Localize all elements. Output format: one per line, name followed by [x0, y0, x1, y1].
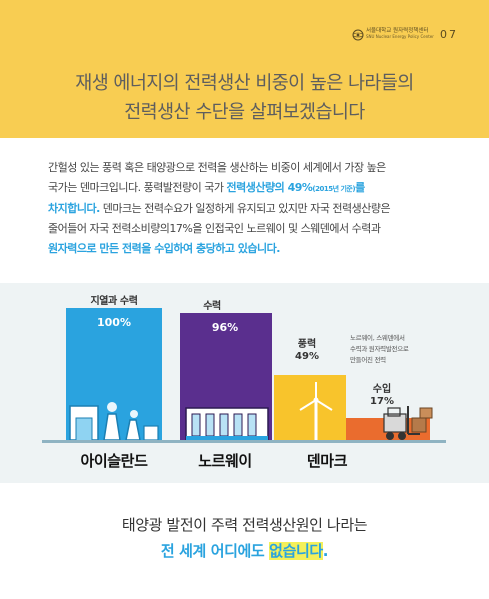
footer-statement: 태양광 발전이 주력 전력생산원인 나라는 전 세계 어디에도 없습니다. — [0, 512, 489, 564]
paragraph-line-4: 줄어들어 자국 전력소비량의17%을 인접국인 노르웨이 및 스웨덴에서 수력과 — [48, 222, 381, 235]
country-label-denmark: 덴마크 — [306, 452, 348, 470]
geothermal-plant-icon — [69, 402, 159, 441]
nuclear-center-logo-icon — [352, 29, 364, 41]
paragraph-line-2: 국가는 덴마크입니다. 풍력발전량이 국가 전력생산량의 49%(2015년 기… — [48, 178, 468, 199]
paragraph-line-1: 간헐성 있는 풍력 혹은 태양광으로 전력을 생산하는 비중이 세계에서 가장 … — [48, 161, 386, 174]
center-name-ko: 서울대학교 원자력정책센터 — [366, 28, 429, 34]
bar-source-label-iceland: 지열과 수력 — [90, 296, 138, 307]
country-label-norway: 노르웨이 — [198, 452, 252, 470]
bar-source-label-norway: 수력 — [203, 301, 221, 312]
year-note: (2015년 기준) — [312, 185, 356, 193]
wind-turbine-icon — [299, 382, 333, 442]
paragraph-line-3: 차지합니다. 덴마크는 전력수요가 일정하게 유지되고 있지만 자국 전력생산량… — [48, 199, 468, 219]
footer-highlight: 없습니다 — [269, 542, 323, 560]
title-line-1: 재생 에너지의 전력생산 비중이 높은 나라들의 — [75, 73, 414, 94]
footer-text: 전 세계 어디에도 — [160, 542, 270, 560]
highlight-49-percent: 전력생산량의 49% — [226, 181, 313, 194]
footer-line-2: 전 세계 어디에도 없습니다. — [0, 538, 489, 564]
center-name-en: SNU Nuclear Energy Policy Center — [366, 34, 434, 39]
paragraph-text: 덴마크는 전력수요가 일정하게 유지되고 있지만 자국 전력생산량은 — [99, 202, 391, 215]
bar-value-iceland: 100% — [97, 316, 131, 329]
ground-line — [42, 440, 446, 443]
hydro-dam-icon — [185, 407, 269, 442]
paragraph-text: 국가는 덴마크입니다. 풍력발전량이 국가 — [48, 181, 227, 194]
footer-period: . — [322, 542, 329, 560]
center-name: 서울대학교 원자력정책센터 SNU Nuclear Energy Policy … — [366, 28, 434, 40]
intro-paragraph: 간헐성 있는 풍력 혹은 태양광으로 전력을 생산하는 비중이 세계에서 가장 … — [48, 158, 468, 259]
page-number: 07 — [440, 28, 458, 41]
forklift-icon — [383, 406, 433, 440]
bar-value-denmark-wind: 49% — [295, 351, 319, 362]
paragraph-line-5: 원자력으로 만든 전력을 수입하여 충당하고 있습니다. — [48, 242, 280, 255]
title-line-2: 전력생산 수단을 살펴보겠습니다 — [124, 102, 365, 123]
bar-denmark-wind — [274, 375, 346, 440]
bar-source-label-denmark-wind: 풍력 — [297, 339, 317, 350]
bar-value-denmark-import: 17% — [370, 396, 394, 407]
country-label-iceland: 아이슬란드 — [80, 452, 148, 470]
bar-source-label-denmark-import: 수입 — [372, 384, 392, 395]
bar-value-norway: 96% — [211, 321, 239, 334]
highlight-occupies: 차지합니다. — [48, 202, 100, 215]
highlight-particle: 를 — [355, 181, 365, 194]
note-line: 노르웨이, 스웨덴에서 — [350, 334, 405, 342]
page-title: 재생 에너지의 전력생산 비중이 높은 나라들의 전력생산 수단을 살펴보겠습니… — [0, 69, 489, 127]
header-band: 서울대학교 원자력정책센터 SNU Nuclear Energy Policy … — [0, 0, 489, 138]
denmark-import-note: 노르웨이, 스웨덴에서 수력과 원자력발전으로 만들어진 전력 — [350, 333, 460, 366]
note-line: 수력과 원자력발전으로 — [350, 345, 409, 353]
note-line: 만들어진 전력 — [350, 356, 386, 364]
footer-line-1: 태양광 발전이 주력 전력생산원인 나라는 — [121, 516, 368, 534]
